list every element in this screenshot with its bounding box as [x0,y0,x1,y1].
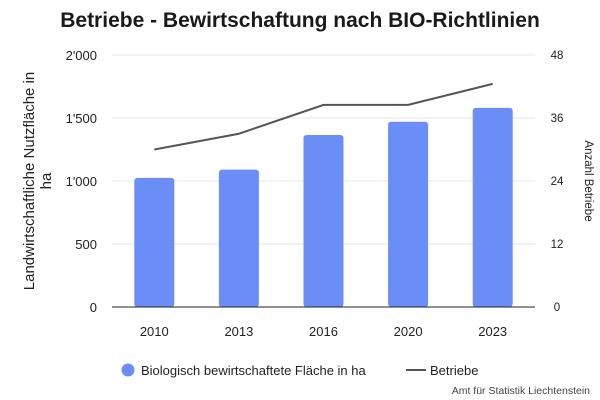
source-credit: Amt für Statistik Liechtenstein [452,385,590,397]
bar [472,107,513,307]
y-right-tick-label: 36 [551,113,564,125]
legend-marker-bar [121,363,135,377]
x-tick-label: 2013 [224,324,253,339]
chart-title: Betriebe - Bewirtschaftung nach BIO-Rich… [60,9,540,32]
bar [134,177,175,307]
y-left-tick-label: 500 [75,237,97,252]
y-left-tick-label: 2'000 [66,48,97,63]
y-right-tick-label: 12 [551,239,564,251]
legend-label-bar: Biologisch bewirtschaftete Fläche in ha [141,363,367,378]
x-tick-label: 2010 [140,324,169,339]
y-left-tick-label: 1'000 [66,174,97,189]
y-right-tick-label: 0 [554,302,560,314]
y-left-axis-title: Landwirtschaftliche Nutzfläche inha [21,72,55,290]
y-right-tick-label: 24 [551,176,564,188]
x-tick-label: 2020 [394,324,423,339]
x-tick-label: 2023 [478,324,507,339]
y-right-tick-label: 48 [551,50,564,62]
y-left-tick-label: 0 [90,300,97,315]
y-right-axis-title: Anzahl Betriebe [582,140,594,221]
bar [388,121,429,307]
legend-label-line: Betriebe [430,363,478,378]
x-tick-label: 2016 [309,324,338,339]
bar [218,169,259,307]
y-left-tick-label: 1'500 [66,111,97,126]
bar [303,135,344,307]
series-line-betriebe [154,82,493,151]
